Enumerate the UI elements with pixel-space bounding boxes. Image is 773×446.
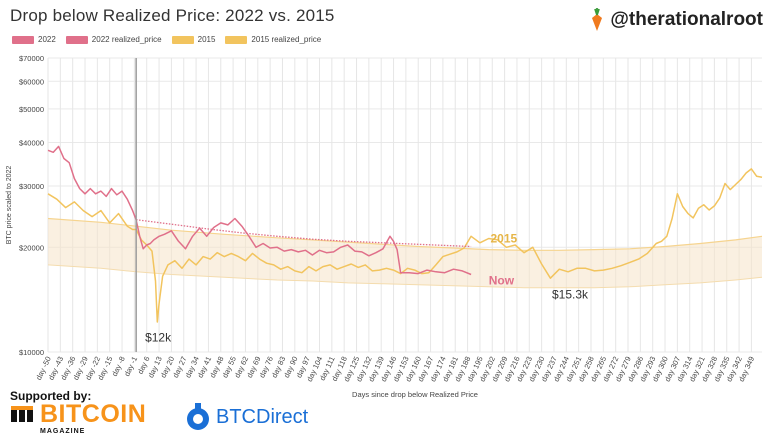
brand-handle: @therationalroot <box>610 9 763 30</box>
x-axis-label: Days since drop below Realized Price <box>352 390 478 399</box>
legend-swatch <box>171 35 194 44</box>
band-2015 <box>47 218 763 289</box>
series-2015-realized-line <box>47 217 763 251</box>
bitcoin-magazine-logo[interactable]: BITCOIN MAGAZINE <box>10 402 146 435</box>
annotation-label: Now <box>489 273 515 287</box>
legend-label: 2022 realized_price <box>91 35 162 44</box>
chart-title: Drop below Realized Price: 2022 vs. 2015 <box>10 6 335 25</box>
band-area <box>48 218 762 288</box>
sponsor-bitcoin-word: BITCOIN <box>40 400 147 428</box>
btc-direct-icon <box>187 403 209 430</box>
annotations: $12k 2015 Now $15.3k <box>145 231 589 344</box>
y-tick-label: $20000 <box>19 243 44 252</box>
legend-swatch <box>65 35 88 44</box>
sponsor-magazine-word: MAGAZINE <box>40 428 86 435</box>
carrot-icon <box>592 8 603 31</box>
grid <box>47 57 762 353</box>
series-2015-line <box>47 168 763 323</box>
legend-label: 2015 realized_price <box>251 35 322 44</box>
bitcoin-magazine-icon <box>11 406 33 422</box>
annotation-label: 2015 <box>491 231 518 245</box>
legend-label: 2015 <box>197 35 216 44</box>
y-tick-label: $10000 <box>19 348 44 357</box>
supported-by-label: Supported by: <box>10 389 92 403</box>
y-tick-label: $50000 <box>19 105 44 114</box>
sponsor-btcdirect-word: BTCDirect <box>216 405 309 428</box>
y-tick-label: $40000 <box>19 139 44 148</box>
legend-item-2022[interactable]: 2022 <box>12 35 56 44</box>
y-tick-label: $30000 <box>19 182 44 191</box>
legend-item-2022-realized[interactable]: 2022 realized_price <box>65 35 162 44</box>
legend: 2022 2022 realized_price 2015 2015 reali… <box>12 35 321 44</box>
btc-direct-logo[interactable]: BTCDirect <box>186 402 308 432</box>
brand: @therationalroot <box>590 8 763 32</box>
annotation-label: $12k <box>145 331 172 345</box>
series-2022-realized-line <box>136 219 472 248</box>
legend-label: 2022 <box>38 35 56 44</box>
y-axis-label: BTC price scaled to 2022 <box>6 166 13 245</box>
series-lines <box>47 145 763 323</box>
band-lower-line <box>47 264 763 289</box>
legend-item-2015-realized[interactable]: 2015 realized_price <box>225 35 321 44</box>
series-2022-line <box>47 145 472 276</box>
legend-item-2015[interactable]: 2015 <box>171 35 216 44</box>
annotation-label: $15.3k <box>552 288 589 302</box>
y-tick-label: $60000 <box>19 77 44 86</box>
y-tick-label: $70000 <box>19 54 44 63</box>
legend-swatch <box>12 35 34 44</box>
legend-swatch <box>225 35 248 44</box>
